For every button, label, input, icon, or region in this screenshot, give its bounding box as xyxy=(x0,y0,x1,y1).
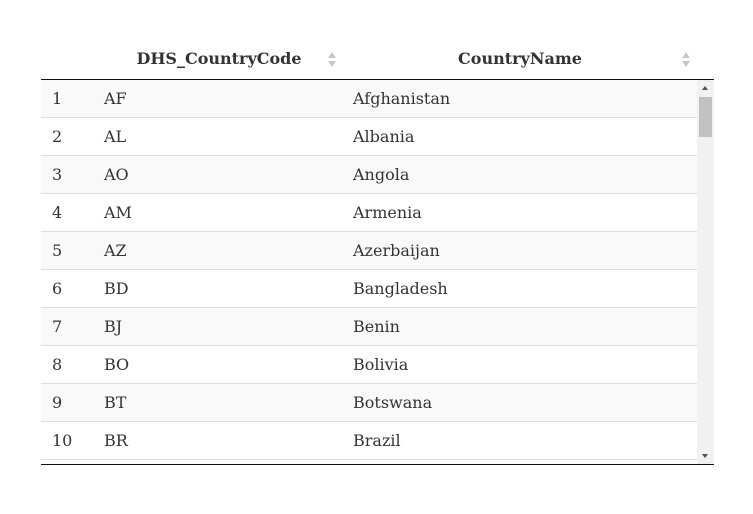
data-table: DHS_CountryCode CountryName 1 AF Afghani… xyxy=(41,39,714,465)
scroll-up-arrow-icon[interactable] xyxy=(697,80,714,97)
table-row[interactable]: 2 AL Albania xyxy=(41,118,697,156)
country-code-cell: BT xyxy=(104,393,127,412)
country-code-cell: BD xyxy=(104,279,129,298)
row-index: 5 xyxy=(52,241,63,260)
column-header-label: CountryName xyxy=(458,49,582,68)
country-name-cell: Azerbaijan xyxy=(353,241,440,260)
country-name-cell: Bolivia xyxy=(353,355,409,374)
row-index: 4 xyxy=(52,203,63,222)
row-index: 2 xyxy=(52,127,63,146)
row-index: 1 xyxy=(52,89,63,108)
country-code-cell: AM xyxy=(104,203,132,222)
row-index: 10 xyxy=(52,431,73,450)
row-index: 8 xyxy=(52,355,63,374)
country-code-cell: BJ xyxy=(104,317,123,336)
country-name-cell: Benin xyxy=(353,317,400,336)
vertical-scrollbar[interactable] xyxy=(697,80,714,464)
country-name-cell: Angola xyxy=(353,165,410,184)
country-code-cell: BO xyxy=(104,355,130,374)
table-row[interactable]: 5 AZ Azerbaijan xyxy=(41,232,697,270)
table-header: DHS_CountryCode CountryName xyxy=(41,39,714,80)
country-name-cell: Bangladesh xyxy=(353,279,448,298)
row-index: 7 xyxy=(52,317,63,336)
row-index: 3 xyxy=(52,165,63,184)
table-row[interactable]: 1 AF Afghanistan xyxy=(41,80,697,118)
country-code-cell: AZ xyxy=(104,241,127,260)
country-code-cell: AF xyxy=(104,89,127,108)
table-body[interactable]: 1 AF Afghanistan 2 AL Albania 3 AO Angol… xyxy=(41,80,714,465)
column-header-label: DHS_CountryCode xyxy=(136,49,302,68)
country-name-cell: Albania xyxy=(353,127,415,146)
table-row[interactable]: 10 BR Brazil xyxy=(41,422,697,460)
country-code-cell: AL xyxy=(104,127,127,146)
column-header-countryname[interactable]: CountryName xyxy=(344,39,696,79)
sort-both-icon[interactable] xyxy=(327,52,337,68)
country-name-cell: Afghanistan xyxy=(353,89,451,108)
scroll-down-arrow-icon[interactable] xyxy=(697,447,714,464)
column-header-dhs-countrycode[interactable]: DHS_CountryCode xyxy=(99,39,339,79)
table-row[interactable]: 7 BJ Benin xyxy=(41,308,697,346)
country-name-cell: Botswana xyxy=(353,393,433,412)
country-name-cell: Armenia xyxy=(353,203,422,222)
table-row[interactable]: 6 BD Bangladesh xyxy=(41,270,697,308)
table-row[interactable]: 8 BO Bolivia xyxy=(41,346,697,384)
table-row[interactable]: 9 BT Botswana xyxy=(41,384,697,422)
table-row[interactable]: 4 AM Armenia xyxy=(41,194,697,232)
table-row[interactable]: 3 AO Angola xyxy=(41,156,697,194)
scrollbar-thumb[interactable] xyxy=(699,97,712,137)
country-code-cell: BR xyxy=(104,431,128,450)
country-code-cell: AO xyxy=(104,165,129,184)
sort-both-icon[interactable] xyxy=(681,52,691,68)
country-name-cell: Brazil xyxy=(353,431,401,450)
row-index: 6 xyxy=(52,279,63,298)
row-index: 9 xyxy=(52,393,63,412)
table-rows: 1 AF Afghanistan 2 AL Albania 3 AO Angol… xyxy=(41,80,697,460)
